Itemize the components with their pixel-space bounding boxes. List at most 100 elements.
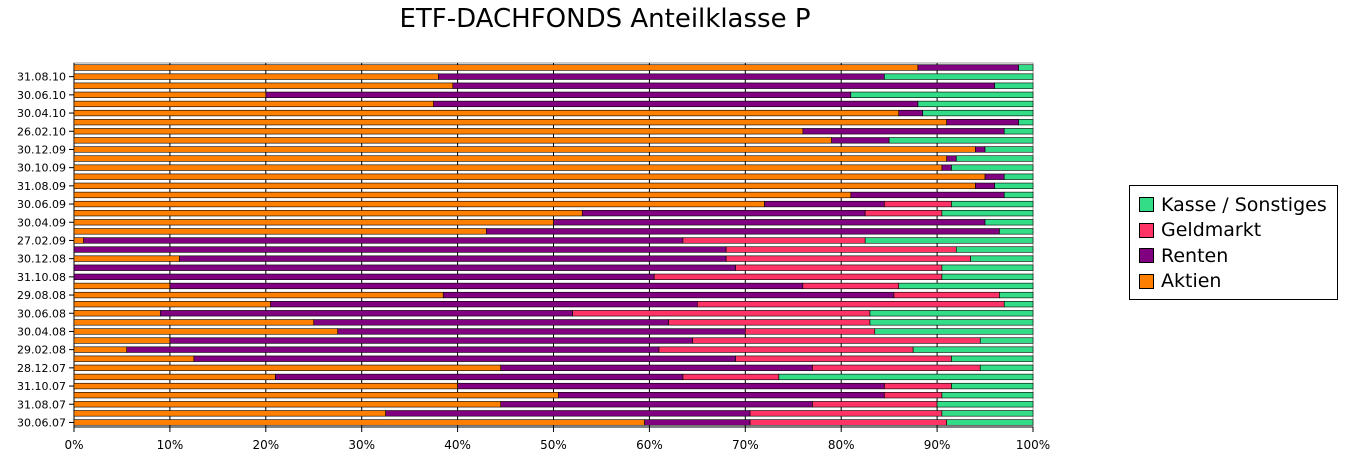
bar-renten: [557, 392, 885, 399]
bar-geldmarkt: [725, 255, 971, 262]
legend-label: Renten: [1161, 244, 1229, 267]
bar-kasse-sonstiges: [941, 210, 1034, 217]
bar-kasse-sonstiges: [864, 237, 1034, 244]
bar-kasse-sonstiges: [1003, 128, 1034, 135]
bar-aktien: [73, 210, 583, 217]
bar-aktien: [73, 419, 645, 426]
x-tick-label: 90%: [924, 438, 951, 452]
bar-kasse-sonstiges: [994, 182, 1034, 189]
bar-geldmarkt: [658, 346, 914, 353]
y-tick-label: 30.06.10: [17, 89, 66, 102]
bar-kasse-sonstiges: [999, 228, 1034, 235]
bar-geldmarkt: [682, 237, 866, 244]
bar-geldmarkt: [735, 264, 943, 271]
bar-geldmarkt: [735, 355, 952, 362]
bar-aktien: [73, 155, 947, 162]
bar-aktien: [73, 119, 947, 126]
bar-aktien: [73, 164, 943, 171]
bar-kasse-sonstiges: [951, 200, 1034, 208]
x-tick-label: 20%: [252, 438, 279, 452]
bar-renten: [850, 191, 1005, 199]
bar-renten: [500, 364, 813, 371]
bar-geldmarkt: [653, 273, 943, 280]
bar-renten: [73, 273, 655, 280]
y-tick-label: 31.10.07: [17, 380, 66, 393]
bar-renten: [83, 237, 684, 244]
bar-aktien: [73, 82, 454, 89]
bar-renten: [160, 310, 573, 317]
bar-aktien: [73, 337, 171, 344]
y-tick-label: 27.02.09: [17, 234, 66, 247]
bar-renten: [802, 128, 1005, 135]
x-tick-label: 80%: [828, 438, 855, 452]
bar-renten: [946, 119, 1019, 126]
bar-kasse-sonstiges: [778, 373, 1034, 381]
y-tick-label: 30.06.09: [17, 198, 66, 211]
bar-renten: [438, 73, 885, 80]
bar-aktien: [73, 200, 765, 208]
bar-renten: [126, 346, 660, 353]
bar-geldmarkt: [697, 301, 1005, 308]
bar-aktien: [73, 146, 976, 153]
y-tick-label: 29.02.08: [17, 344, 66, 357]
legend-swatch: [1139, 248, 1154, 264]
bar-renten: [442, 291, 895, 299]
y-tick-label: 30.10.09: [17, 162, 66, 175]
bar-renten: [457, 382, 885, 390]
bar-renten: [193, 355, 737, 362]
bar-aktien: [73, 128, 804, 135]
y-tick-label: 30.04.10: [17, 107, 66, 120]
bar-renten: [917, 64, 1019, 71]
bar-geldmarkt: [802, 282, 900, 290]
bar-kasse-sonstiges: [941, 392, 1034, 399]
bar-aktien: [73, 282, 171, 290]
bar-aktien: [73, 392, 559, 399]
bar-kasse-sonstiges: [951, 382, 1034, 390]
bar-kasse-sonstiges: [984, 146, 1034, 153]
legend-label: Kasse / Sonstiges: [1161, 193, 1327, 216]
bar-aktien: [73, 91, 267, 98]
bar-kasse-sonstiges: [951, 164, 1034, 171]
bar-aktien: [73, 310, 161, 317]
bar-aktien: [73, 301, 271, 308]
bar-aktien: [73, 328, 339, 335]
bar-renten: [486, 228, 1000, 235]
bar-geldmarkt: [884, 200, 952, 208]
bar-geldmarkt: [864, 210, 943, 217]
bar-kasse-sonstiges: [941, 264, 1034, 271]
bar-kasse-sonstiges: [1018, 64, 1034, 71]
y-tick-label: 28.12.07: [17, 362, 66, 375]
bar-renten: [275, 373, 684, 381]
bar-geldmarkt: [812, 401, 938, 408]
bar-renten: [975, 146, 986, 153]
legend: Kasse / Sonstiges Geldmarkt Renten Aktien: [1129, 185, 1338, 300]
bar-renten: [265, 91, 852, 98]
bar-renten: [975, 182, 995, 189]
bar-kasse-sonstiges: [1018, 119, 1034, 126]
bar-renten: [644, 419, 751, 426]
bar-renten: [581, 210, 866, 217]
bar-aktien: [73, 364, 502, 371]
y-tick-label: 29.08.08: [17, 289, 66, 302]
bar-kasse-sonstiges: [898, 282, 1034, 290]
bar-geldmarkt: [692, 337, 981, 344]
legend-label: Aktien: [1161, 270, 1222, 293]
bar-geldmarkt: [572, 310, 871, 317]
legend-item: Aktien: [1139, 269, 1337, 295]
y-tick-label: 30.04.08: [17, 325, 66, 338]
bar-renten: [73, 264, 737, 271]
bar-aktien: [73, 191, 852, 199]
y-tick-label: 31.10.08: [17, 271, 66, 284]
bar-kasse-sonstiges: [1003, 301, 1034, 308]
bar-kasse-sonstiges: [888, 137, 1034, 144]
bar-renten: [73, 246, 727, 253]
bar-kasse-sonstiges: [955, 155, 1034, 162]
bar-kasse-sonstiges: [1003, 173, 1034, 180]
bar-aktien: [73, 319, 315, 326]
bar-kasse-sonstiges: [984, 219, 1034, 226]
bar-aktien: [73, 401, 502, 408]
x-tick-label: 60%: [636, 438, 663, 452]
chart-title: ETF-DACHFONDS Anteilklasse P: [399, 4, 811, 34]
y-tick-label: 31.08.10: [17, 71, 66, 84]
bar-kasse-sonstiges: [979, 364, 1034, 371]
